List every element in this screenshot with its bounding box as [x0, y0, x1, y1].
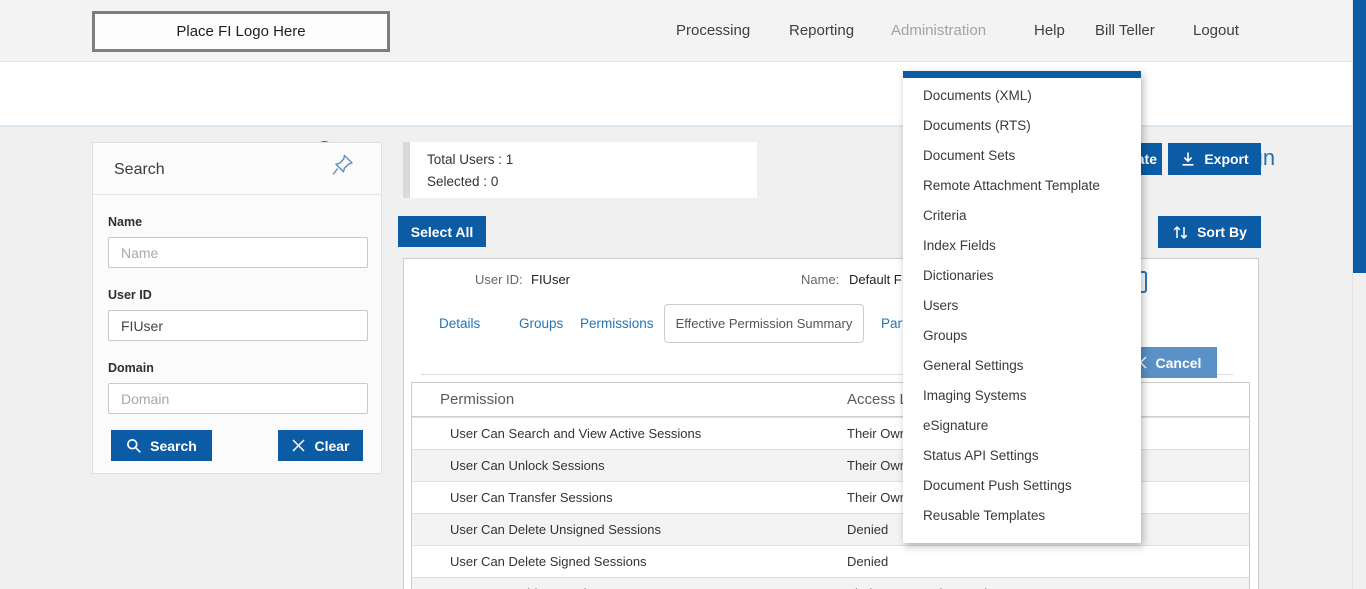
menu-item-dictionaries[interactable]: Dictionaries: [923, 268, 994, 283]
menu-item-esignature[interactable]: eSignature: [923, 418, 989, 433]
menu-item-groups[interactable]: Groups: [923, 328, 968, 343]
sort-by-label: Sort By: [1197, 224, 1247, 240]
clear-button-label: Clear: [314, 437, 350, 454]
sort-by-button[interactable]: Sort By: [1158, 216, 1261, 248]
page-header-bar: User Maintenance i IMM eSign: [0, 62, 1366, 172]
total-users-value: 1: [505, 152, 514, 167]
dropdown-item-list: Documents (XML) Documents (RTS) Document…: [903, 78, 1141, 543]
dropdown-accent-bar: [903, 71, 1141, 78]
search-icon: [126, 438, 142, 454]
clear-x-icon: [291, 438, 306, 453]
summary-box: Total Users : 1 Selected : 0: [403, 142, 757, 198]
permission-cell: User Can Search and View Active Sessions: [450, 426, 702, 441]
menu-item-criteria[interactable]: Criteria: [923, 208, 967, 223]
tabs-divider: [421, 374, 1233, 375]
menu-item-documents-xml[interactable]: Documents (XML): [923, 88, 1032, 103]
card-user-id-value: FIUser: [531, 272, 570, 287]
nav-logout[interactable]: Logout: [1193, 22, 1239, 39]
search-button[interactable]: Search: [111, 430, 212, 461]
table-row: User Can Archive Sessions Their Own Sess…: [412, 577, 1249, 589]
fi-logo-text: Place FI Logo Here: [176, 23, 306, 40]
tab-details[interactable]: Details: [439, 316, 481, 331]
menu-item-documents-rts[interactable]: Documents (RTS): [923, 118, 1031, 133]
name-input[interactable]: [108, 237, 368, 268]
total-users-label: Total Users :: [427, 152, 503, 167]
selected-value: 0: [490, 174, 499, 189]
column-permission: Permission: [440, 391, 515, 408]
menu-item-users[interactable]: Users: [923, 298, 959, 313]
total-users-line: Total Users : 1: [427, 149, 757, 171]
tab-groups[interactable]: Groups: [519, 316, 564, 331]
menu-item-general-settings[interactable]: General Settings: [923, 358, 1024, 373]
card-name-label: Name:: [801, 272, 840, 287]
selected-line: Selected : 0: [427, 171, 757, 193]
access-cell: Denied: [847, 554, 889, 569]
select-all-button[interactable]: Select All: [398, 216, 486, 247]
menu-item-imaging-systems[interactable]: Imaging Systems: [923, 388, 1027, 403]
table-row: User Can Delete Signed Sessions Denied: [412, 545, 1249, 577]
clear-button[interactable]: Clear: [278, 430, 363, 461]
user-id-input[interactable]: [108, 310, 368, 341]
administration-dropdown-menu: Documents (XML) Documents (RTS) Document…: [903, 71, 1141, 543]
cancel-button-label: Cancel: [1155, 354, 1202, 371]
menu-item-document-push-settings[interactable]: Document Push Settings: [923, 478, 1072, 493]
tab-effective-permission-summary[interactable]: Effective Permission Summary: [664, 304, 864, 343]
fi-logo-placeholder: Place FI Logo Here: [92, 11, 390, 52]
export-download-icon: [1180, 151, 1196, 167]
menu-item-remote-attachment-template[interactable]: Remote Attachment Template: [923, 178, 1100, 193]
nav-reporting[interactable]: Reporting: [789, 22, 855, 39]
tab-permissions[interactable]: Permissions: [580, 316, 654, 331]
search-button-label: Search: [150, 437, 197, 454]
selected-label: Selected :: [427, 174, 488, 189]
menu-item-reusable-templates[interactable]: Reusable Templates: [923, 508, 1046, 523]
nav-help[interactable]: Help: [1034, 22, 1065, 39]
page-scrollbar[interactable]: [1352, 0, 1366, 589]
search-panel: Search Name User ID Domain Search: [92, 142, 382, 474]
pin-icon[interactable]: [331, 153, 355, 177]
nav-processing[interactable]: Processing: [676, 22, 751, 39]
scrollbar-thumb[interactable]: [1353, 0, 1366, 273]
access-cell: Their Own Sessions Only: [847, 586, 994, 589]
permission-cell: User Can Delete Signed Sessions: [450, 554, 647, 569]
menu-item-document-sets[interactable]: Document Sets: [923, 148, 1016, 163]
access-cell: Denied: [847, 522, 889, 537]
domain-label: Domain: [108, 361, 154, 375]
export-button[interactable]: Export: [1168, 143, 1261, 175]
nav-administration[interactable]: Administration: [891, 22, 987, 39]
domain-input[interactable]: [108, 383, 368, 414]
menu-item-status-api-settings[interactable]: Status API Settings: [923, 448, 1039, 463]
search-panel-divider: [93, 194, 381, 195]
permission-cell: User Can Archive Sessions: [450, 586, 608, 589]
permission-cell: User Can Unlock Sessions: [450, 458, 605, 473]
search-panel-title: Search: [114, 161, 165, 178]
permission-cell: User Can Delete Unsigned Sessions: [450, 522, 661, 537]
nav-user-bill-teller[interactable]: Bill Teller: [1095, 22, 1155, 39]
top-bar: Place FI Logo Here Processing Reporting …: [0, 0, 1366, 62]
menu-item-index-fields[interactable]: Index Fields: [923, 238, 996, 253]
sort-arrows-icon: [1172, 224, 1189, 241]
permission-cell: User Can Transfer Sessions: [450, 490, 613, 505]
card-user-id-label: User ID:: [475, 272, 523, 287]
select-all-label: Select All: [410, 223, 474, 240]
name-label: Name: [108, 215, 143, 229]
user-id-label: User ID: [108, 288, 152, 302]
export-button-label: Export: [1204, 151, 1249, 167]
